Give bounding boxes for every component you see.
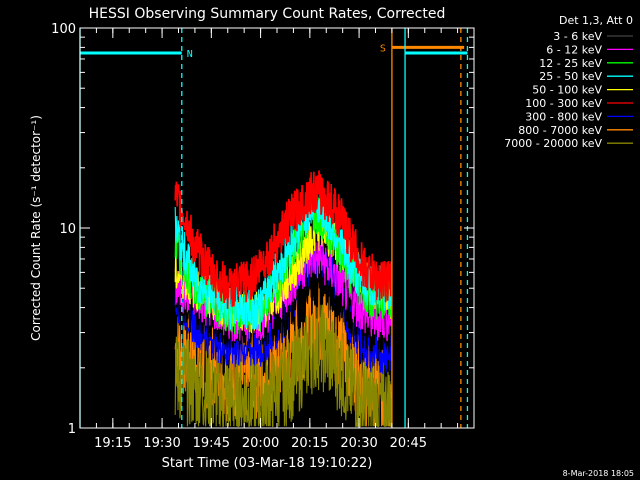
x-tick-label: 19:30: [143, 436, 180, 451]
legend-label: 12 - 25 keV: [539, 57, 602, 70]
x-tick-label: 19:15: [94, 436, 131, 451]
legend-label: 25 - 50 keV: [539, 70, 602, 83]
legend-header: Det 1,3, Att 0: [559, 14, 633, 27]
series-line: [174, 304, 393, 428]
x-axis: 19:15 19:30 19:45 20:00 20:15 20:30 20:45: [79, 28, 475, 451]
legend-label: 300 - 800 keV: [525, 110, 602, 123]
y-axis-label: Corrected Count Rate (s⁻¹ detector⁻¹): [29, 115, 43, 341]
legend-label: 800 - 7000 keV: [518, 124, 602, 137]
series-line: [174, 170, 393, 309]
legend-label: 6 - 12 keV: [546, 43, 602, 56]
y-tick-label: 1: [68, 422, 76, 437]
flag-label: S: [380, 43, 386, 54]
y-tick-label: 100: [51, 22, 76, 37]
y-axis: 1 10 100: [51, 22, 474, 437]
x-tick-label: 20:30: [340, 436, 377, 451]
x-axis-label: Start Time (03-Mar-18 19:10:22): [162, 456, 373, 471]
series-layer: [174, 170, 393, 428]
x-tick-label: 19:45: [193, 436, 230, 451]
legend-label: 7000 - 20000 keV: [504, 137, 602, 150]
flag-label: N: [187, 49, 193, 60]
legend-label: 50 - 100 keV: [532, 84, 602, 97]
flag-layer: NS: [80, 43, 468, 60]
chart-title: HESSI Observing Summary Count Rates, Cor…: [89, 6, 446, 22]
x-tick-label: 20:00: [242, 436, 279, 451]
series-line: [174, 185, 393, 331]
x-tick-label: 20:45: [390, 436, 427, 451]
x-tick-label: 20:15: [291, 436, 328, 451]
legend-label: 100 - 300 keV: [525, 97, 602, 110]
datestamp: 8-Mar-2018 18:05: [563, 469, 634, 478]
legend-label: 3 - 6 keV: [553, 30, 602, 43]
y-tick-label: 10: [59, 222, 76, 237]
